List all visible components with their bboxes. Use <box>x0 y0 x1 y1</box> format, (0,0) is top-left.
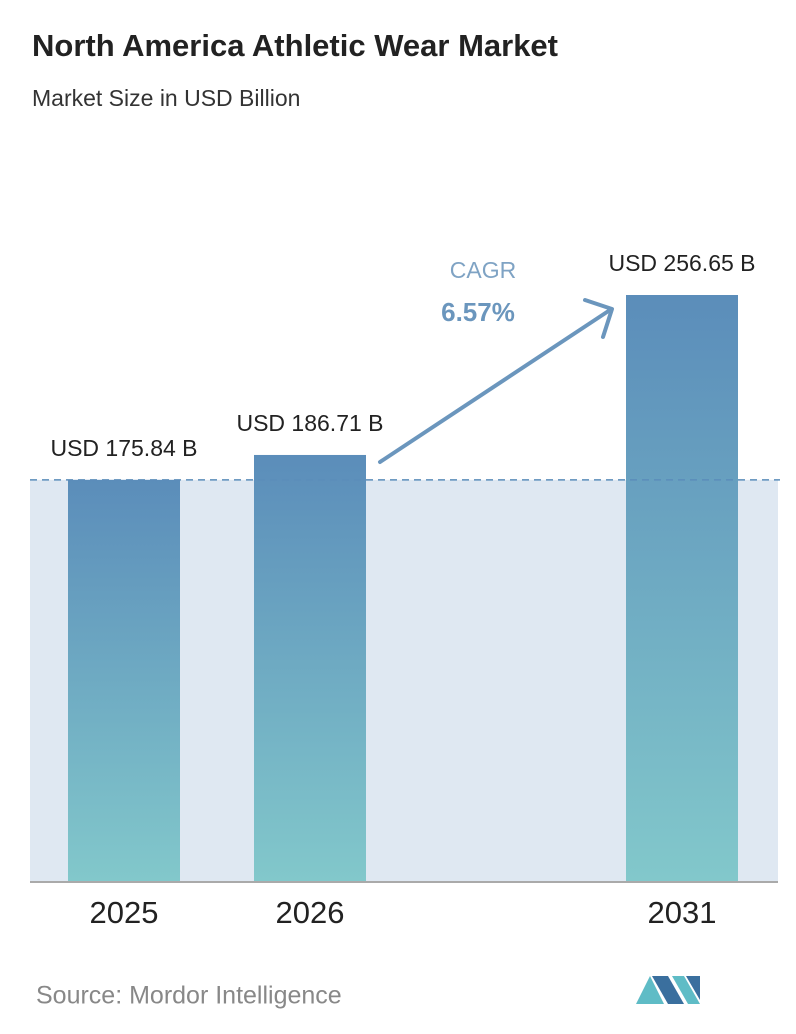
chart-subtitle: Market Size in USD Billion <box>32 85 300 111</box>
bar <box>254 454 366 882</box>
source: Source: Mordor Intelligence <box>36 982 342 1010</box>
value-label: USD 175.84 B <box>50 435 197 461</box>
cagr-arrowhead <box>583 298 614 339</box>
bar <box>68 479 180 882</box>
value-label: USD 256.65 B <box>608 250 755 276</box>
cagr-arrow <box>378 308 612 464</box>
x-tick-label: 2031 <box>648 895 717 930</box>
chart-title: North America Athletic Wear Market <box>32 28 558 63</box>
x-tick-label: 2025 <box>90 895 159 930</box>
cagr-label: CAGR <box>450 257 516 283</box>
plot-area: USD 175.84 B 2025 USD 186.71 B 2026 USD 256.… <box>30 250 780 930</box>
value-label: USD 186.71 B <box>236 410 383 436</box>
cagr-value: 6.57% <box>441 297 515 327</box>
x-tick-label: 2026 <box>276 895 345 930</box>
logo <box>636 976 700 1004</box>
bar <box>626 295 738 882</box>
